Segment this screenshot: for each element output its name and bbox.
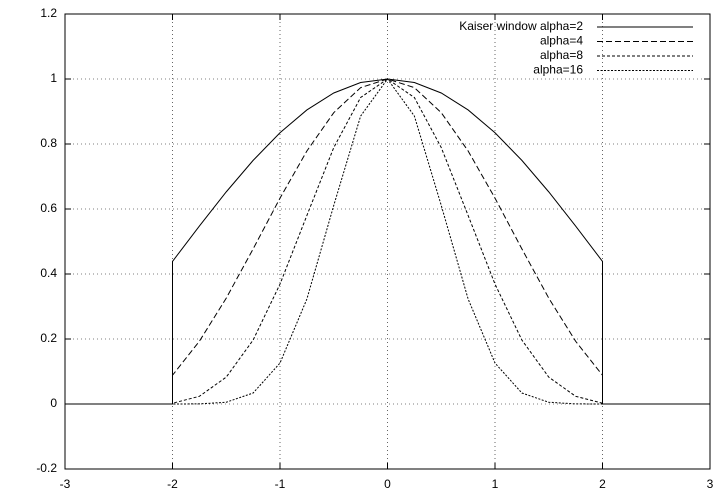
- series-line: [65, 78, 710, 405]
- legend-label: alpha=8: [540, 48, 583, 62]
- x-tick-label: 0: [384, 477, 391, 491]
- series-line: [65, 78, 710, 405]
- y-tick-label: 0.6: [40, 201, 57, 215]
- y-tick-label: 0.8: [40, 136, 57, 150]
- y-tick-label: 1.2: [40, 6, 57, 20]
- x-tick-label: -1: [275, 477, 286, 491]
- legend-label: Kaiser window alpha=2: [459, 19, 583, 33]
- x-tick-label: -3: [60, 477, 71, 491]
- series-line: [65, 78, 710, 405]
- y-tick-label: 1: [50, 71, 57, 85]
- series-line: [65, 78, 710, 405]
- y-tick-label: -0.2: [36, 461, 57, 475]
- y-tick-label: 0: [50, 396, 57, 410]
- legend-label: alpha=4: [540, 34, 583, 48]
- x-tick-label: 1: [492, 477, 499, 491]
- x-tick-label: 3: [707, 477, 714, 491]
- y-tick-label: 0.4: [40, 266, 57, 280]
- x-tick-label: 2: [599, 477, 606, 491]
- legend-label: alpha=16: [533, 63, 583, 77]
- x-tick-label: -2: [167, 477, 178, 491]
- y-tick-label: 0.2: [40, 331, 57, 345]
